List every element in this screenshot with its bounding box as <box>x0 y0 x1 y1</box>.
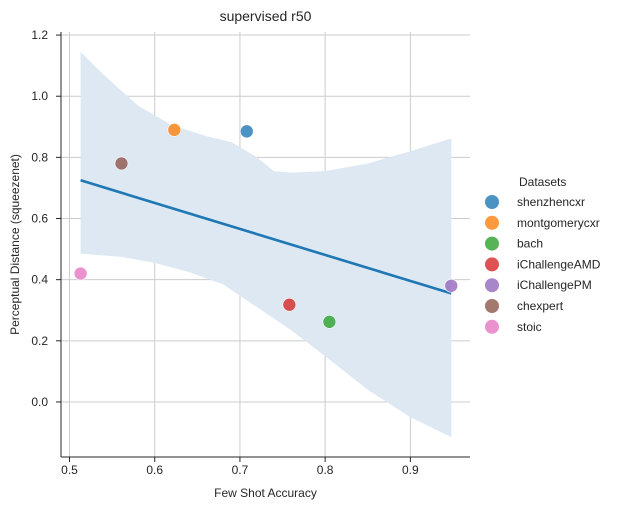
y-tick-label: 0.0 <box>31 395 48 409</box>
y-tick-labels: 0.0 0.2 0.4 0.6 0.8 1.0 1.2 <box>31 28 48 409</box>
y-axis-label: Perceptual Distance (squeezenet) <box>8 154 22 335</box>
x-tick-label: 0.6 <box>146 463 163 477</box>
legend-marker-bach <box>485 236 499 251</box>
point-stoic <box>73 266 88 281</box>
legend: Datasets shenzhencxr montgomerycxr bach iCh… <box>485 175 601 334</box>
confidence-band-layer <box>80 51 452 438</box>
chart-title: supervised r50 <box>220 8 312 24</box>
y-tick-label: 1.0 <box>31 89 48 103</box>
y-tick-label: 1.2 <box>31 28 48 42</box>
x-axis-label: Few Shot Accuracy <box>214 486 317 500</box>
y-tick-label: 0.8 <box>31 150 48 164</box>
legend-label-iChallengeAMD: iChallengeAMD <box>517 257 601 271</box>
point-montgomerycxr <box>167 123 182 137</box>
point-iChallengeAMD <box>282 297 297 312</box>
x-tick-label: 0.9 <box>402 463 419 477</box>
regression-line-layer <box>80 179 452 295</box>
x-tick-labels: 0.5 0.6 0.7 0.8 0.9 <box>61 463 419 477</box>
legend-title: Datasets <box>519 175 566 189</box>
point-shenzhencxr <box>239 124 254 139</box>
legend-label-montgomerycxr: montgomerycxr <box>517 216 600 230</box>
regression-line <box>80 179 452 295</box>
legend-marker-montgomerycxr <box>485 215 499 230</box>
y-tick-label: 0.2 <box>31 334 48 348</box>
legend-marker-iChallengePM <box>485 278 499 293</box>
point-chexpert <box>114 156 129 171</box>
point-bach <box>322 315 337 329</box>
x-tick-label: 0.5 <box>61 463 78 477</box>
legend-label-shenzhencxr: shenzhencxr <box>517 195 585 209</box>
legend-label-stoic: stoic <box>517 320 542 334</box>
legend-marker-chexpert <box>485 299 499 313</box>
legend-marker-iChallengeAMD <box>485 257 499 272</box>
axes <box>56 32 470 462</box>
data-points <box>73 123 459 329</box>
legend-marker-stoic <box>485 319 499 334</box>
legend-label-iChallengePM: iChallengePM <box>517 278 592 292</box>
x-tick-label: 0.8 <box>317 463 334 477</box>
point-iChallengePM <box>444 278 459 293</box>
y-tick-label: 0.6 <box>31 212 48 226</box>
legend-label-chexpert: chexpert <box>517 299 564 313</box>
legend-label-bach: bach <box>517 237 543 251</box>
y-tick-label: 0.4 <box>31 273 48 287</box>
legend-marker-shenzhencxr <box>485 195 499 209</box>
confidence-band <box>80 51 452 438</box>
x-tick-label: 0.7 <box>232 463 249 477</box>
